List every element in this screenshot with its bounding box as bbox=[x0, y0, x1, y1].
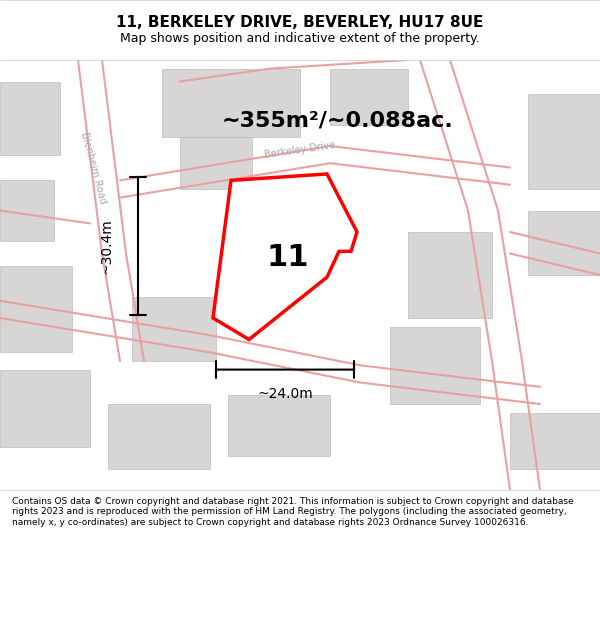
Polygon shape bbox=[132, 296, 216, 361]
Polygon shape bbox=[180, 138, 252, 189]
Polygon shape bbox=[528, 94, 600, 189]
Polygon shape bbox=[330, 69, 408, 124]
Polygon shape bbox=[108, 404, 210, 469]
Polygon shape bbox=[0, 81, 60, 154]
Polygon shape bbox=[213, 174, 357, 339]
Text: Blenheim Road: Blenheim Road bbox=[79, 131, 107, 204]
Polygon shape bbox=[510, 412, 600, 469]
Polygon shape bbox=[228, 396, 330, 456]
Text: ~24.0m: ~24.0m bbox=[257, 387, 313, 401]
Polygon shape bbox=[0, 181, 54, 241]
Polygon shape bbox=[528, 211, 600, 275]
Text: 11, BERKELEY DRIVE, BEVERLEY, HU17 8UE: 11, BERKELEY DRIVE, BEVERLEY, HU17 8UE bbox=[116, 15, 484, 30]
Polygon shape bbox=[264, 223, 324, 266]
Text: Contains OS data © Crown copyright and database right 2021. This information is : Contains OS data © Crown copyright and d… bbox=[12, 497, 574, 526]
Polygon shape bbox=[390, 327, 480, 404]
Polygon shape bbox=[0, 369, 90, 447]
Text: ~30.4m: ~30.4m bbox=[100, 218, 114, 274]
Polygon shape bbox=[162, 69, 300, 138]
Text: 11: 11 bbox=[267, 243, 309, 272]
Text: Berkeley Drive: Berkeley Drive bbox=[264, 141, 336, 160]
Polygon shape bbox=[408, 232, 492, 318]
Polygon shape bbox=[0, 266, 72, 352]
Text: Map shows position and indicative extent of the property.: Map shows position and indicative extent… bbox=[120, 32, 480, 45]
Text: ~355m²/~0.088ac.: ~355m²/~0.088ac. bbox=[222, 110, 454, 130]
